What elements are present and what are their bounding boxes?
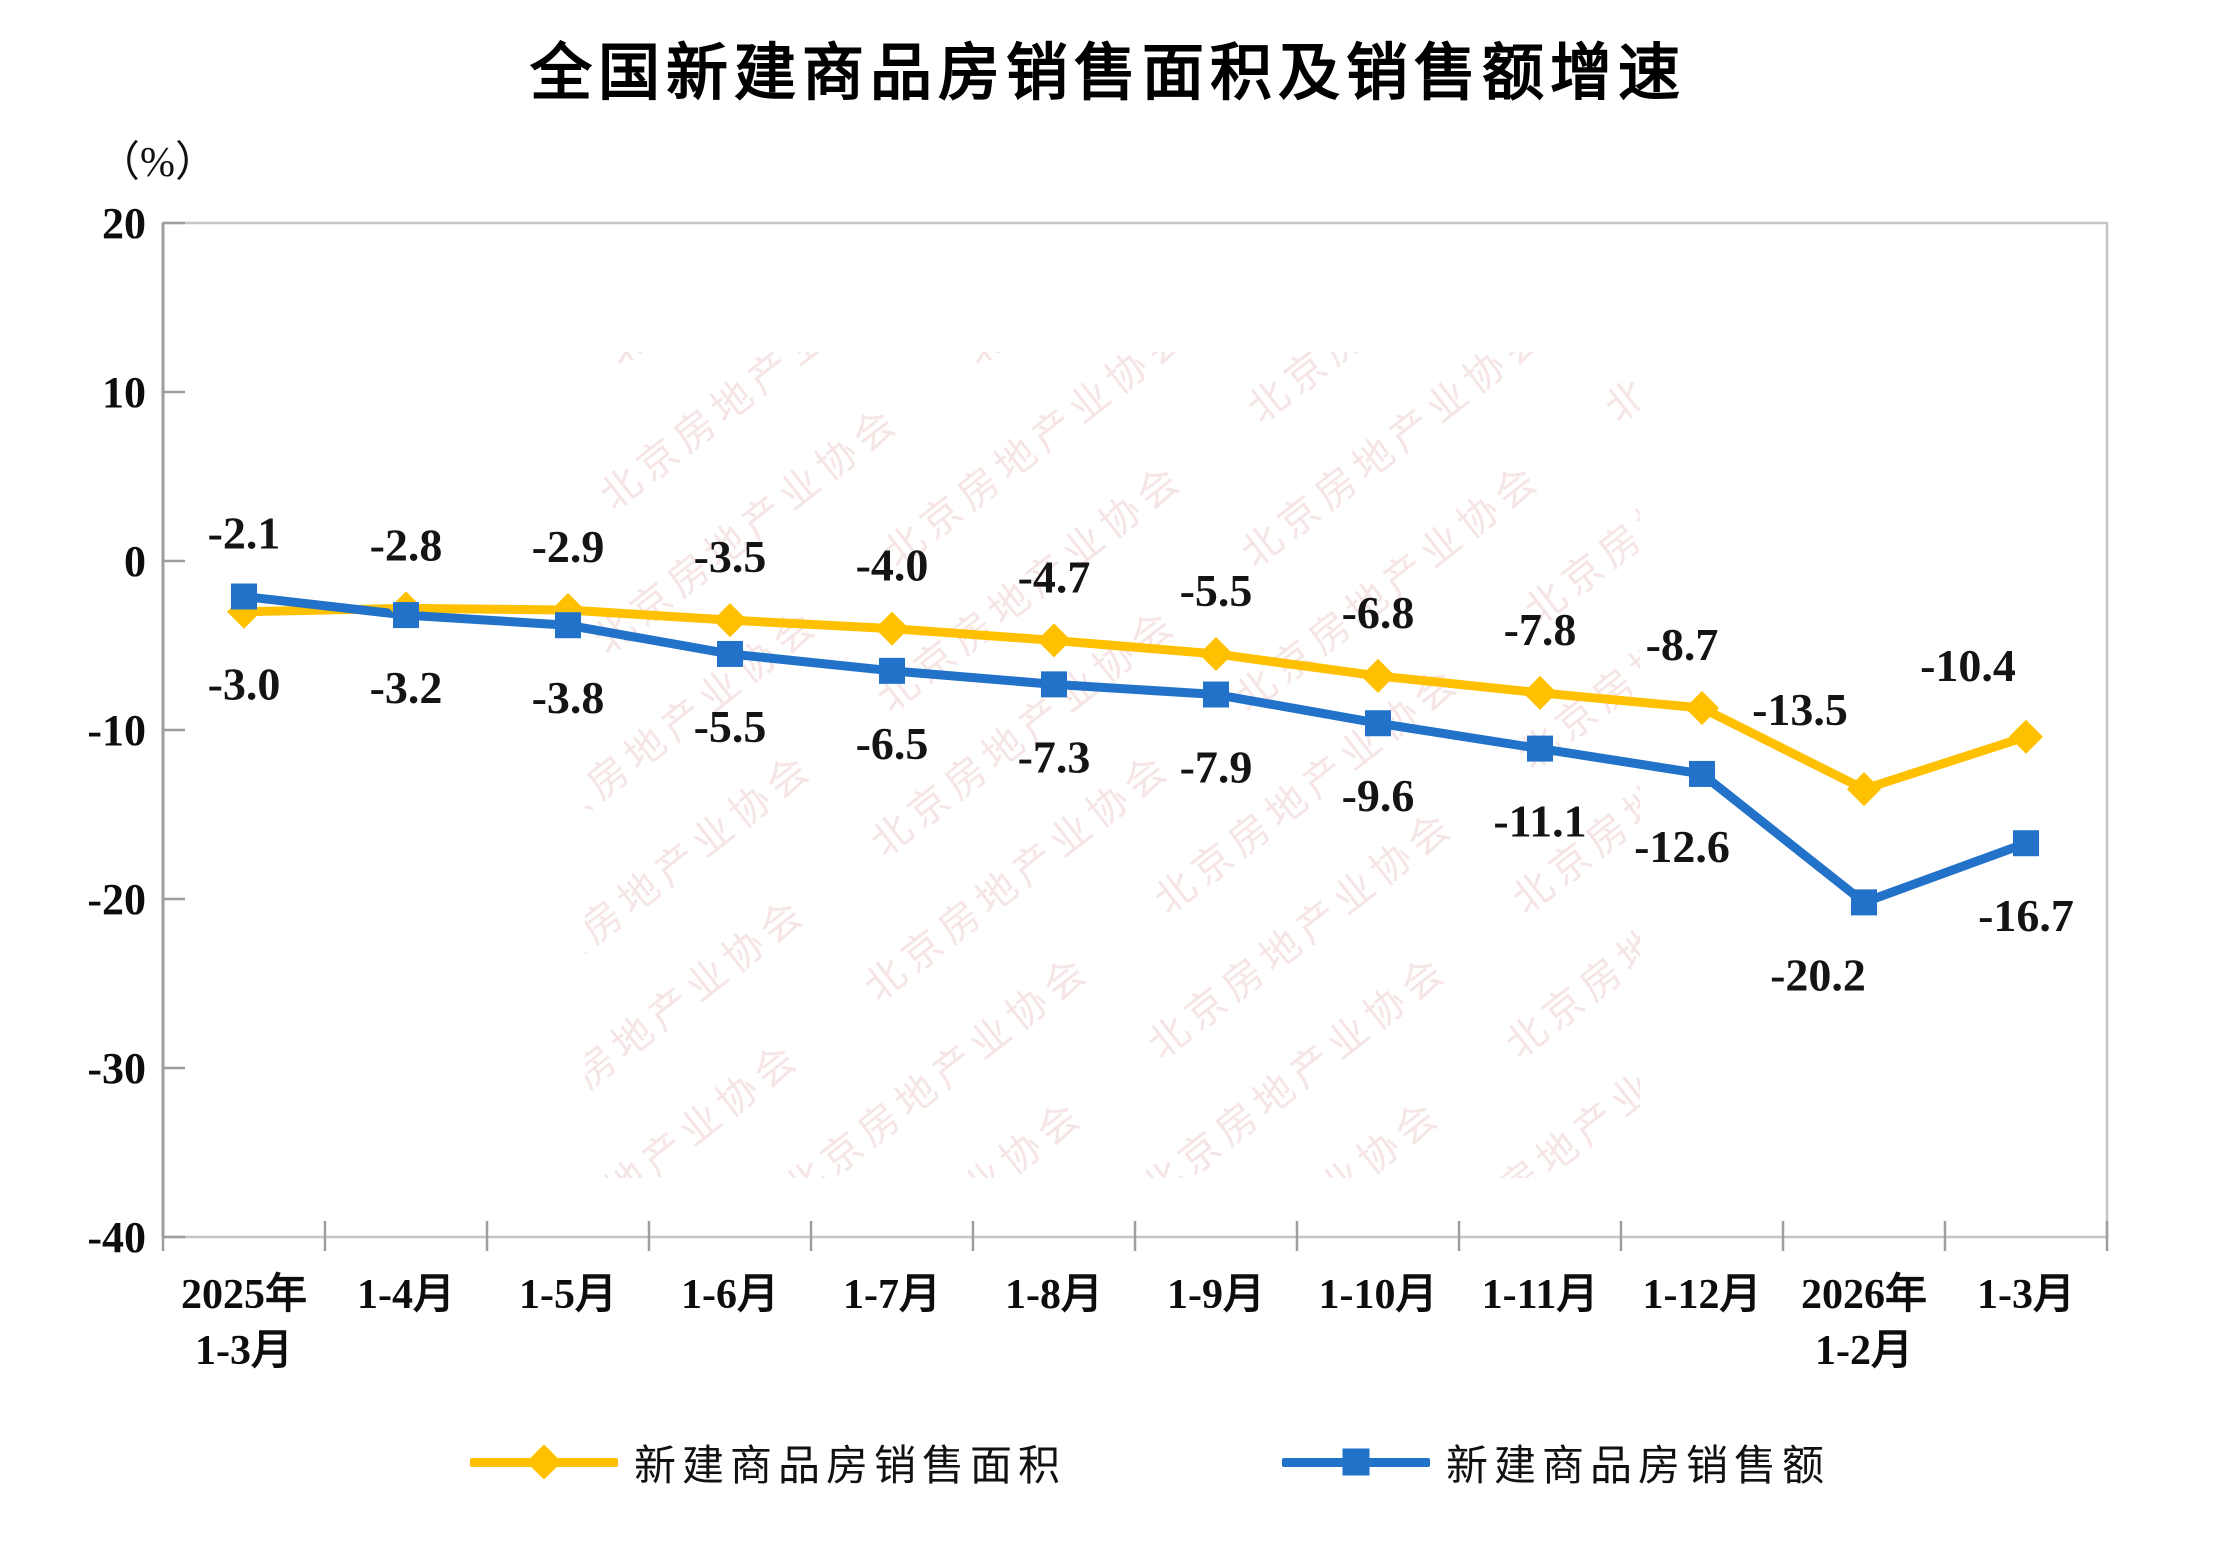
- legend-item-sales-area[interactable]: 新建商品房销售面积: [470, 1424, 1066, 1500]
- square-marker-icon: [879, 657, 905, 684]
- legend-line-sales-area: [470, 1444, 618, 1480]
- y-tick-label: 10: [102, 368, 146, 417]
- data-label-below: -3.0: [208, 659, 281, 710]
- y-tick-label: -10: [87, 706, 146, 755]
- legend-item-sales-amount[interactable]: 新建商品房销售额: [1282, 1424, 1830, 1500]
- legend-label-sales-amount: 新建商品房销售额: [1446, 1443, 1831, 1490]
- x-tick-label: 1-4月: [357, 1272, 455, 1318]
- data-label-below: -5.5: [694, 701, 767, 752]
- data-label-above: -2.9: [532, 521, 605, 572]
- data-label-above: -2.1: [208, 507, 281, 558]
- square-marker-icon: [1689, 760, 1715, 787]
- legend-line-sales-amount: [1282, 1448, 1430, 1476]
- square-marker-icon: [1041, 671, 1067, 698]
- x-tick-label: 1-8月: [1005, 1272, 1103, 1318]
- square-marker-icon: [2013, 830, 2039, 857]
- data-label-below: -6.5: [856, 718, 929, 769]
- diamond-marker-icon: [875, 611, 909, 646]
- data-label-above: -4.7: [1018, 551, 1091, 602]
- y-tick-label: -20: [87, 875, 146, 924]
- x-tick-label: 1-3月: [195, 1328, 293, 1374]
- data-label-below: -3.2: [370, 662, 443, 713]
- diamond-marker-icon: [713, 603, 747, 638]
- x-tick-label: 1-5月: [519, 1272, 617, 1318]
- square-marker-icon: [1203, 681, 1229, 708]
- x-tick-label: 1-2月: [1815, 1328, 1913, 1374]
- square-marker-icon: [393, 602, 419, 629]
- x-tick-label: 1-12月: [1643, 1272, 1762, 1318]
- diamond-marker-icon: [1361, 658, 1395, 693]
- diamond-marker-icon: [1847, 772, 1881, 807]
- diamond-marker-icon: [526, 1444, 562, 1480]
- data-label-below: -7.3: [1018, 731, 1091, 782]
- data-label-below: -7.9: [1180, 742, 1253, 793]
- x-tick-label: 1-11月: [1482, 1272, 1599, 1318]
- data-label-above: -13.5: [1752, 684, 1848, 735]
- x-tick-label: 1-6月: [681, 1272, 779, 1318]
- y-tick-label: 0: [124, 537, 146, 586]
- data-label-below: -3.8: [532, 672, 605, 723]
- diamond-marker-icon: [1037, 623, 1071, 658]
- square-marker-icon: [1342, 1448, 1370, 1476]
- data-label-above: -10.4: [1920, 640, 2016, 691]
- series-line-sales-area: [239, 603, 2031, 794]
- data-label-below: -20.2: [1770, 949, 1866, 1000]
- square-marker-icon: [231, 583, 257, 610]
- diamond-marker-icon: [1523, 675, 1557, 710]
- diamond-marker-icon: [1685, 691, 1719, 726]
- data-label-above: -8.7: [1646, 619, 1719, 670]
- legend-label-sales-area: 新建商品房销售面积: [634, 1443, 1067, 1490]
- data-label-below: -12.6: [1634, 821, 1730, 872]
- y-axis-unit-label: （%）: [98, 140, 217, 186]
- data-label-above: -2.8: [370, 519, 443, 570]
- data-label-above: -6.8: [1342, 587, 1415, 638]
- x-tick-label: 2026年: [1801, 1271, 1927, 1318]
- legend: 新建商品房销售面积 新建商品房销售额: [0, 1424, 2216, 1504]
- data-label-below: -16.7: [1978, 890, 2074, 941]
- diamond-marker-icon: [1199, 636, 1233, 671]
- data-label-above: -4.0: [856, 540, 929, 591]
- data-label-below: -11.1: [1493, 796, 1586, 847]
- chart-title: 全国新建商品房销售面积及销售额增速: [529, 39, 1686, 108]
- y-tick-label: 20: [102, 199, 146, 248]
- series-line-sales-amount: [239, 591, 2031, 907]
- square-marker-icon: [1851, 889, 1877, 916]
- data-label-below: -9.6: [1342, 770, 1415, 821]
- square-marker-icon: [555, 612, 581, 639]
- data-label-above: -7.8: [1504, 604, 1577, 655]
- x-tick-label: 1-3月: [1977, 1272, 2075, 1318]
- square-marker-icon: [1527, 735, 1553, 762]
- square-marker-icon: [717, 640, 743, 667]
- diamond-marker-icon: [2009, 719, 2043, 754]
- x-tick-label: 1-9月: [1167, 1272, 1265, 1318]
- y-tick-label: -40: [87, 1213, 146, 1262]
- x-tick-label: 1-7月: [843, 1272, 941, 1318]
- data-label-above: -3.5: [694, 531, 767, 582]
- x-tick-label: 1-10月: [1319, 1272, 1438, 1318]
- y-tick-label: -30: [87, 1044, 146, 1093]
- x-tick-label: 2025年: [181, 1271, 307, 1318]
- square-marker-icon: [1365, 710, 1391, 737]
- data-label-above: -5.5: [1180, 565, 1253, 616]
